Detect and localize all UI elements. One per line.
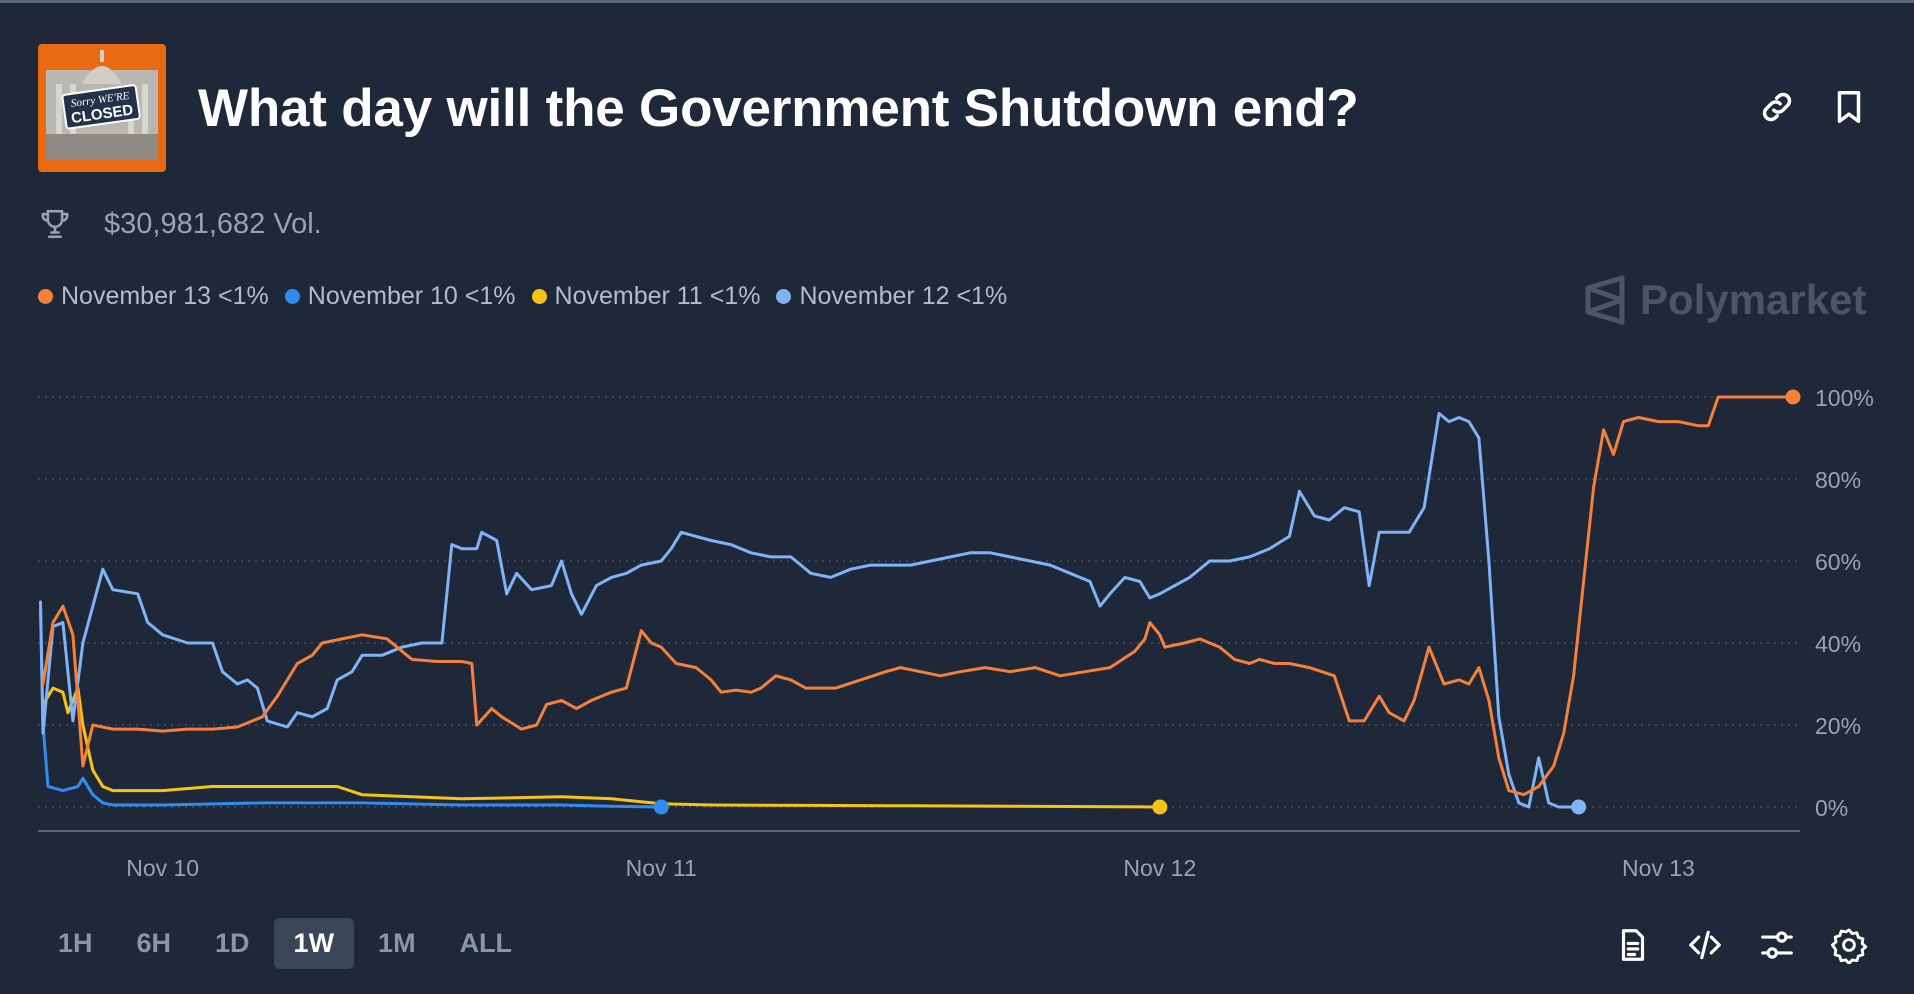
market-thumbnail: Sorry WE'RE CLOSED: [38, 44, 166, 172]
x-tick-label: Nov 12: [1123, 855, 1196, 881]
y-tick-label: 100%: [1815, 385, 1874, 411]
bookmark-icon[interactable]: [1830, 88, 1868, 126]
legend-item-nov12[interactable]: November 12 <1%: [776, 282, 1007, 311]
legend-label: November 13 <1%: [61, 282, 269, 310]
range-1d-button[interactable]: 1D: [215, 928, 250, 958]
legend-item-nov13[interactable]: November 13 <1%: [38, 282, 269, 311]
polymarket-watermark: Polymarket: [1582, 274, 1866, 326]
x-tick-label: Nov 10: [126, 855, 199, 881]
y-tick-label: 80%: [1815, 467, 1861, 493]
time-range-selector: 1H 6H 1D 1W 1M ALL: [38, 918, 536, 969]
watermark-text: Polymarket: [1640, 276, 1867, 323]
legend-dot: [38, 289, 53, 304]
x-tick-label: Nov 13: [1622, 855, 1695, 881]
series-end-marker: [1785, 389, 1801, 405]
series-line-november-10: [39, 608, 663, 809]
trophy-icon: [41, 209, 69, 239]
x-tick-label: Nov 11: [626, 855, 697, 881]
link-icon[interactable]: [1758, 88, 1796, 126]
range-6h-button[interactable]: 6H: [136, 928, 172, 958]
series-end-marker: [1152, 799, 1168, 815]
settings-gear-icon[interactable]: [1830, 926, 1868, 964]
sliders-icon[interactable]: [1758, 926, 1796, 964]
series-line-november-12: [39, 411, 1581, 809]
polymarket-logo-icon: [1585, 275, 1625, 325]
y-tick-label: 60%: [1815, 549, 1861, 575]
series-line-november-13: [41, 395, 1795, 797]
legend-item-nov10[interactable]: November 10 <1%: [284, 282, 516, 311]
range-1h-button[interactable]: 1H: [58, 928, 93, 958]
y-tick-label: 20%: [1815, 713, 1861, 739]
volume-row: $30,981,682 Vol.: [38, 204, 322, 244]
volume-text: $30,981,682 Vol.: [104, 207, 322, 240]
legend-dot: [531, 289, 547, 304]
chart-legend: November 13 <1% November 10 <1% November…: [38, 282, 1023, 311]
series-end-marker: [653, 799, 669, 815]
embed-code-icon[interactable]: [1686, 926, 1724, 964]
range-all-button[interactable]: ALL: [459, 928, 513, 958]
legend-dot: [284, 289, 300, 304]
series-line-november-11: [41, 686, 1162, 809]
top-border: [0, 0, 1914, 3]
y-tick-label: 40%: [1815, 631, 1861, 657]
series-end-marker: [1571, 799, 1587, 815]
legend-dot: [776, 289, 792, 304]
page-title: What day will the Government Shutdown en…: [198, 79, 1359, 138]
legend-label: November 12 <1%: [799, 282, 1008, 310]
range-1w-button[interactable]: 1W: [273, 918, 355, 969]
y-tick-label: 0%: [1815, 795, 1848, 821]
legend-item-nov11[interactable]: November 11 <1%: [531, 282, 761, 311]
legend-label: November 11 <1%: [554, 282, 761, 310]
range-1m-button[interactable]: 1M: [378, 928, 416, 958]
document-icon[interactable]: [1614, 926, 1652, 964]
legend-label: November 10 <1%: [307, 282, 516, 310]
